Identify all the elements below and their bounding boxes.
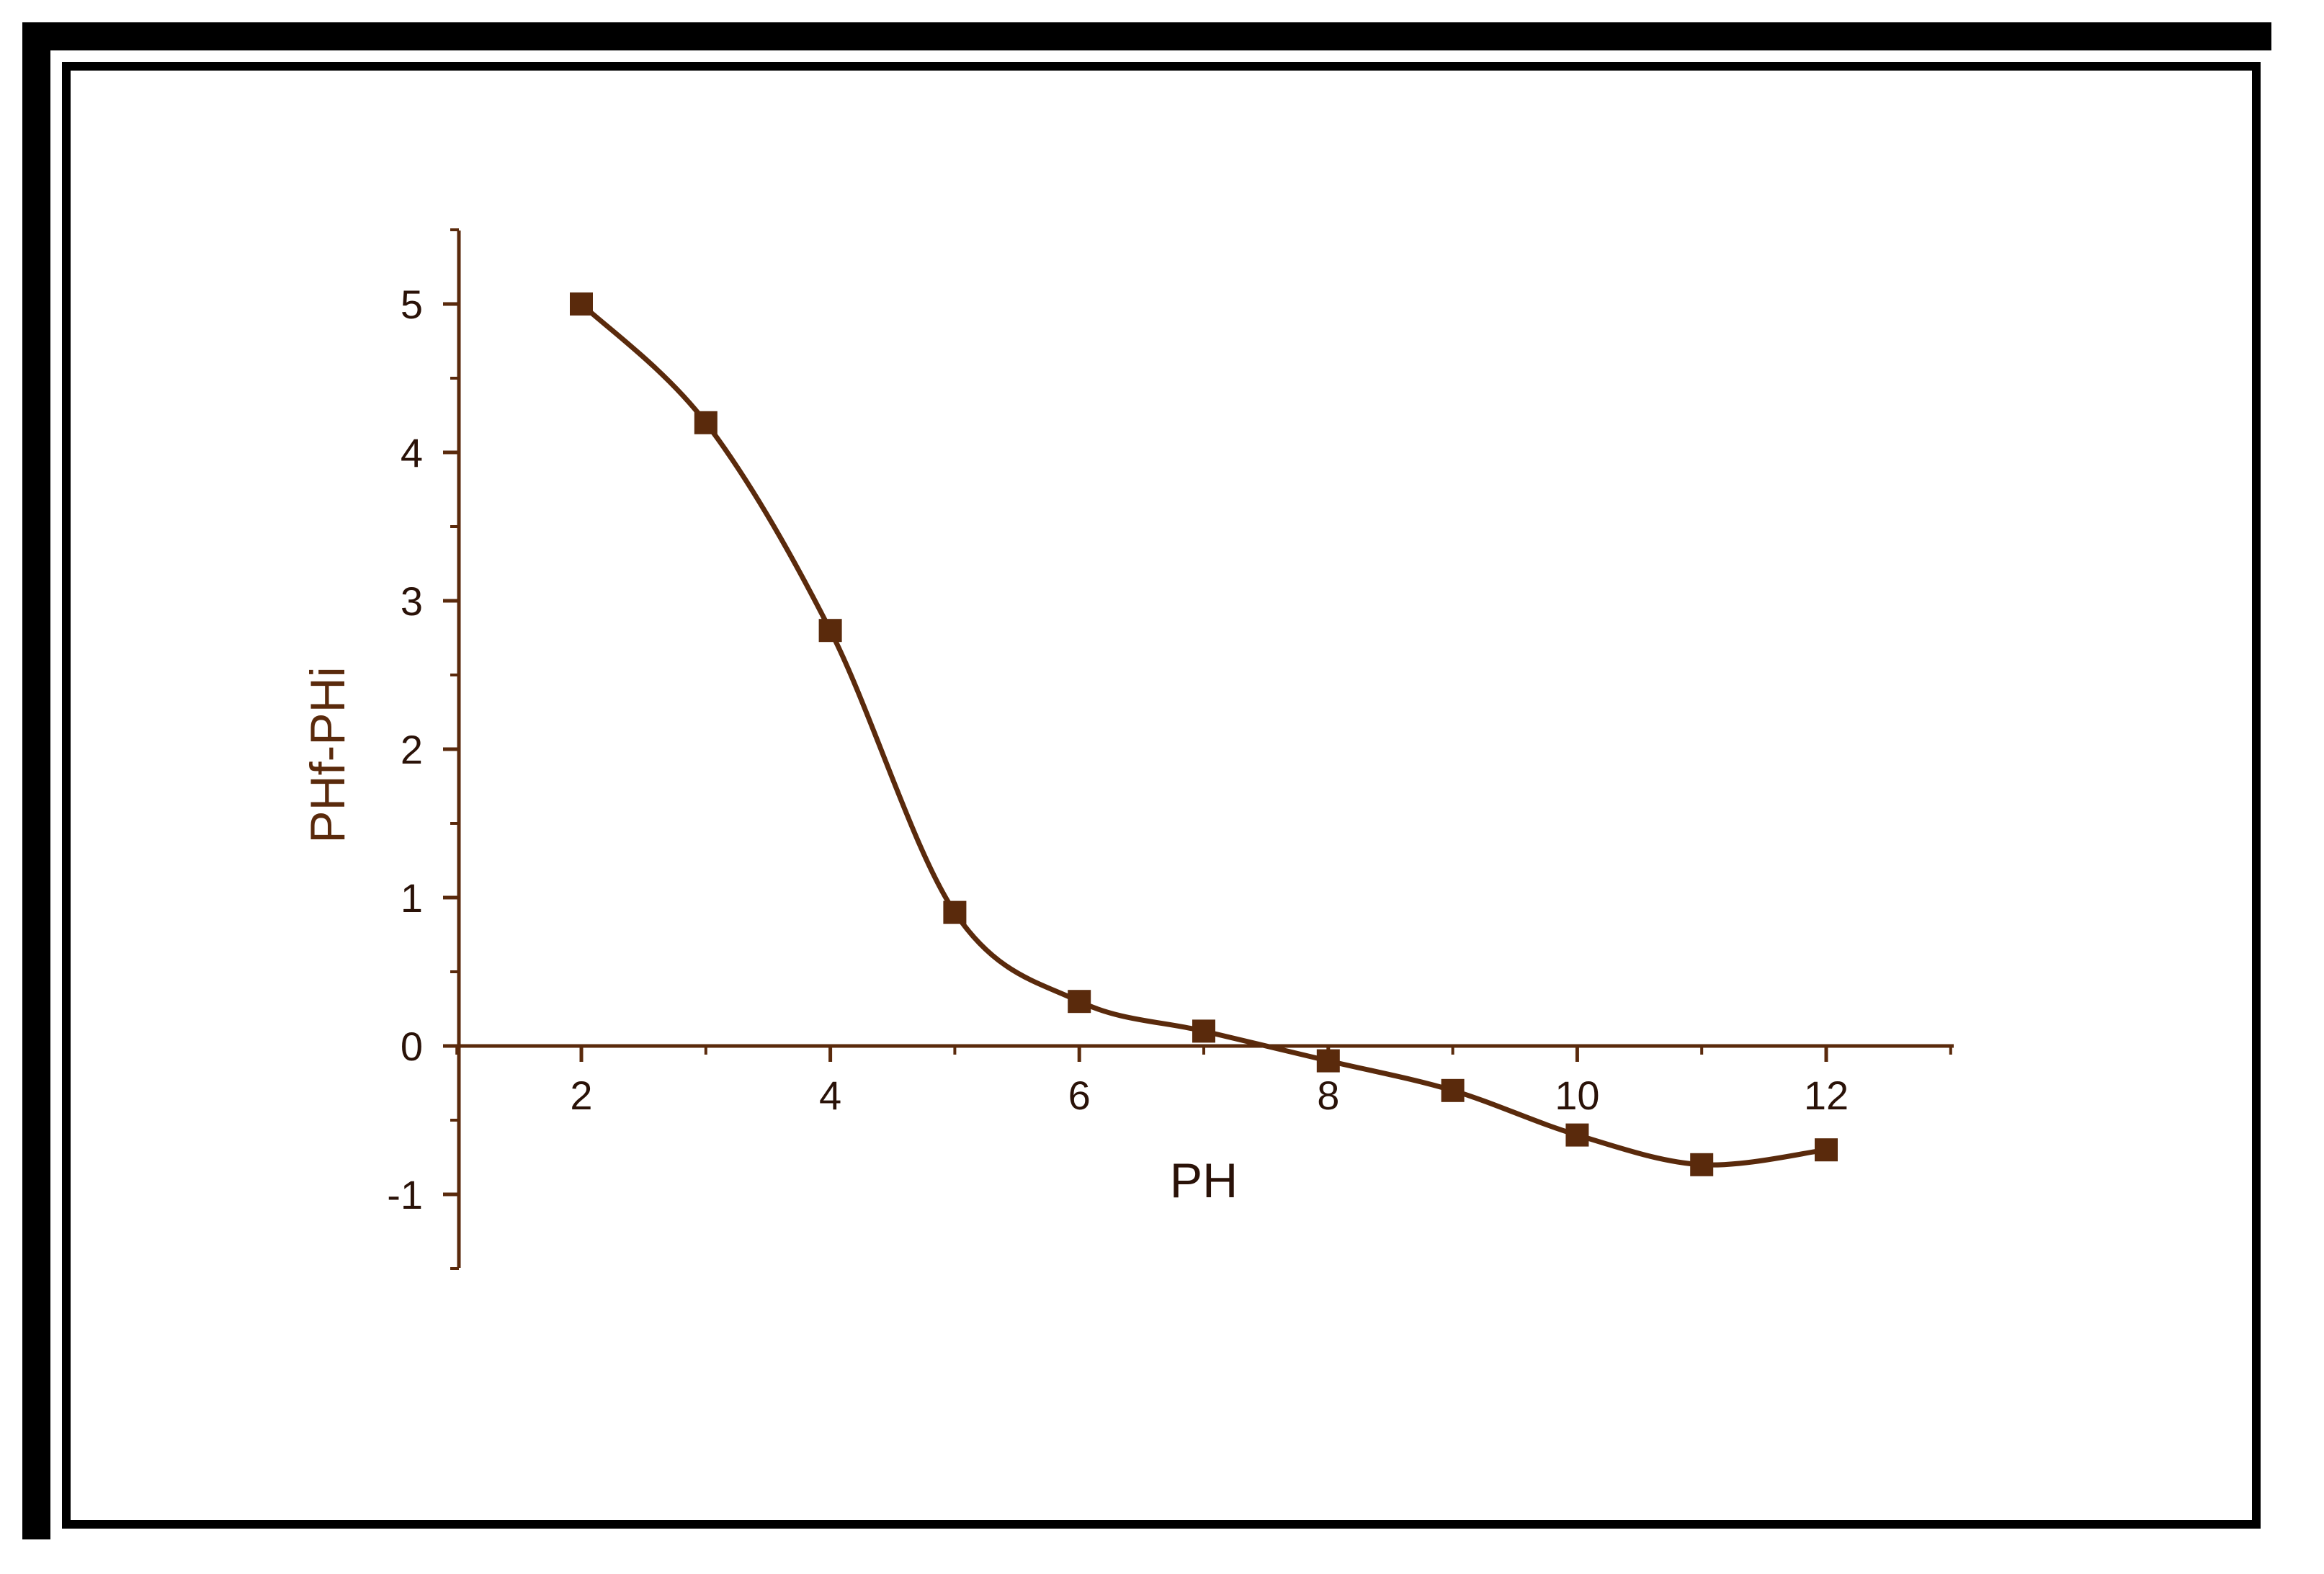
y-tick-label: 3 [401,578,423,624]
series-line [579,302,1827,1168]
y-axis-label: PHf-PHi [300,666,355,844]
data-point [818,619,842,643]
x-tick-label: 10 [1555,1073,1599,1118]
y-tick-label: 2 [401,727,423,772]
x-tick-label: 4 [819,1073,841,1118]
y-tick-label: 4 [401,430,423,475]
x-axis-label: PH [1170,1153,1238,1208]
data-point [1815,1138,1838,1162]
data-point [943,900,967,924]
figure-canvas [71,71,2252,1520]
x-tick-label: 12 [1804,1073,1849,1118]
y-tick-label: 1 [401,875,423,921]
data-point [1192,1019,1215,1043]
data-point [694,411,718,434]
series-layer [570,292,1838,1176]
data-point [1690,1153,1714,1176]
data-point [1441,1078,1465,1102]
y-tick-label: 0 [401,1024,423,1069]
data-point [1316,1049,1340,1073]
x-tick-label: 2 [570,1073,592,1118]
y-tick-label: -1 [387,1172,423,1217]
y-tick-label: 5 [401,282,423,327]
data-point [570,292,593,316]
x-tick-label: 8 [1317,1073,1339,1118]
data-point [1068,990,1091,1014]
data-point [1565,1123,1589,1147]
x-tick-label: 6 [1068,1073,1091,1118]
